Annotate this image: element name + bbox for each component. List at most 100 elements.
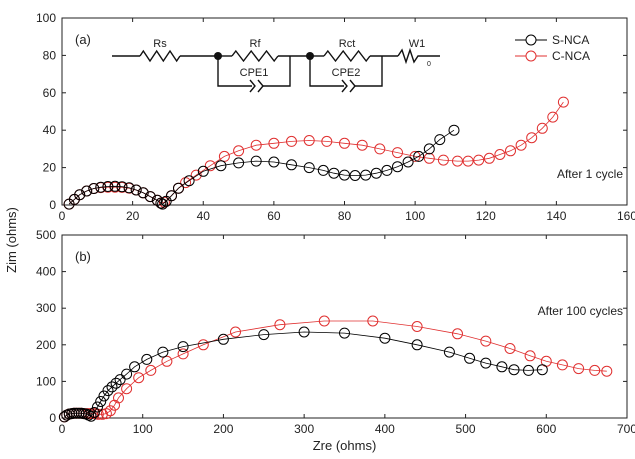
data-point-s-nca [413,150,425,162]
data-point-s-nca [102,181,114,192]
annotation: After 1 cycle [557,167,623,181]
data-point-c-nca [286,135,297,147]
data-point-s-nca [317,164,329,176]
data-point-s-nca [349,170,361,181]
data-point-s-nca [536,364,548,376]
data-point-c-nca [367,315,379,327]
data-point-s-nca [95,396,107,407]
circuit-node [306,52,314,60]
data-point-c-nca [589,364,601,376]
data-point-s-nca [508,364,520,376]
data-point-s-nca [173,182,184,194]
y-tick-label: 80 [43,48,57,62]
data-point-s-nca [130,184,142,196]
data-point-s-nca [233,157,245,169]
cpe1-symbol [249,79,264,93]
x-tick-label: 200 [213,422,233,436]
resistor-rf [231,49,279,63]
data-point-c-nca [268,137,280,149]
data-point-c-nca [526,132,538,144]
x-tick-label: 60 [267,209,281,223]
panel-label: (a) [75,32,91,47]
resistor-rs [139,49,181,63]
data-point-s-nca [95,181,107,193]
legend-marker-c-nca [525,50,537,62]
data-point-c-nca [411,321,423,332]
data-point-s-nca [121,368,133,380]
x-tick-label: 500 [456,422,476,436]
x-tick-label: 400 [375,422,395,436]
x-axis-label: Zre (ohms) [313,438,377,453]
data-point-c-nca [494,149,506,160]
data-point-s-nca [328,167,340,179]
data-point-c-nca [339,137,350,149]
data-point-c-nca [113,392,124,404]
data-point-c-nca [133,372,145,384]
data-point-c-nca [504,343,516,354]
data-point-c-nca [480,335,492,347]
data-point-s-nca [197,165,209,177]
x-tick-label: 300 [294,422,314,436]
data-point-s-nca [110,377,122,389]
data-point-c-nca [452,328,463,340]
data-point-s-nca [116,181,128,193]
x-tick-label: 160 [617,209,635,223]
panel-a: 0 20 40 60 80 100 120 140 160 0 20 40 60 80 100 (a) Afte… [36,11,635,223]
data-point-c-nca [536,122,548,134]
data-point-c-nca [190,169,202,181]
data-point-s-nca [106,381,118,393]
data-point-c-nca [121,383,133,395]
data-point-c-nca [437,154,449,166]
y-tick-label: 500 [36,228,56,242]
y-tick-label: 0 [49,198,56,212]
data-point-c-nca [573,363,585,375]
data-point-c-nca [233,145,245,157]
resistor-rct [323,49,371,63]
data-point-s-nca [268,156,280,168]
circuit-label: Rf [250,38,262,50]
legend-marker-s-nca [525,34,537,46]
x-tick-label: 100 [133,422,153,436]
legend-label: S-NCA [552,33,589,47]
data-point-s-nca [166,190,177,202]
x-tick-label: 120 [476,209,496,223]
data-point-c-nca [161,355,173,367]
data-point-s-nca [480,357,492,369]
y-tick-label: 100 [36,11,56,25]
data-point-s-nca [370,167,382,179]
data-point-s-nca [215,160,227,172]
data-point-c-nca [303,135,315,146]
data-point-s-nca [74,189,86,201]
data-point-s-nca [402,156,414,168]
data-point-s-nca [114,374,126,386]
data-point-c-nca [197,339,209,351]
data-point-c-nca [230,326,241,338]
data-point-s-nca [123,182,135,194]
data-point-s-nca [217,333,229,345]
data-point-s-nca [298,326,310,338]
data-point-c-nca [204,160,216,172]
series-line-s-nca [64,331,543,418]
y-tick-label: 20 [43,161,57,175]
x-tick-label: 80 [338,209,352,223]
x-tick-label: 100 [405,209,425,223]
data-point-s-nca [411,339,423,351]
data-point-c-nca [177,348,189,360]
y-tick-label: 300 [36,301,56,315]
data-point-c-nca [557,96,569,108]
data-point-s-nca [250,155,262,167]
circuit-label: CPE1 [240,67,269,79]
data-point-c-nca [423,152,435,164]
data-point-s-nca [379,332,391,344]
data-point-s-nca [81,185,93,197]
data-point-c-nca [473,154,485,166]
annotation: After 100 cycles [538,304,623,318]
circuit-label: W1 [409,38,426,50]
data-point-s-nca [129,361,141,373]
data-point-s-nca [92,401,103,413]
x-tick-label: 20 [126,209,140,223]
x-tick-label: 40 [197,209,211,223]
circuit-wire [217,56,291,87]
data-point-s-nca [443,346,455,358]
